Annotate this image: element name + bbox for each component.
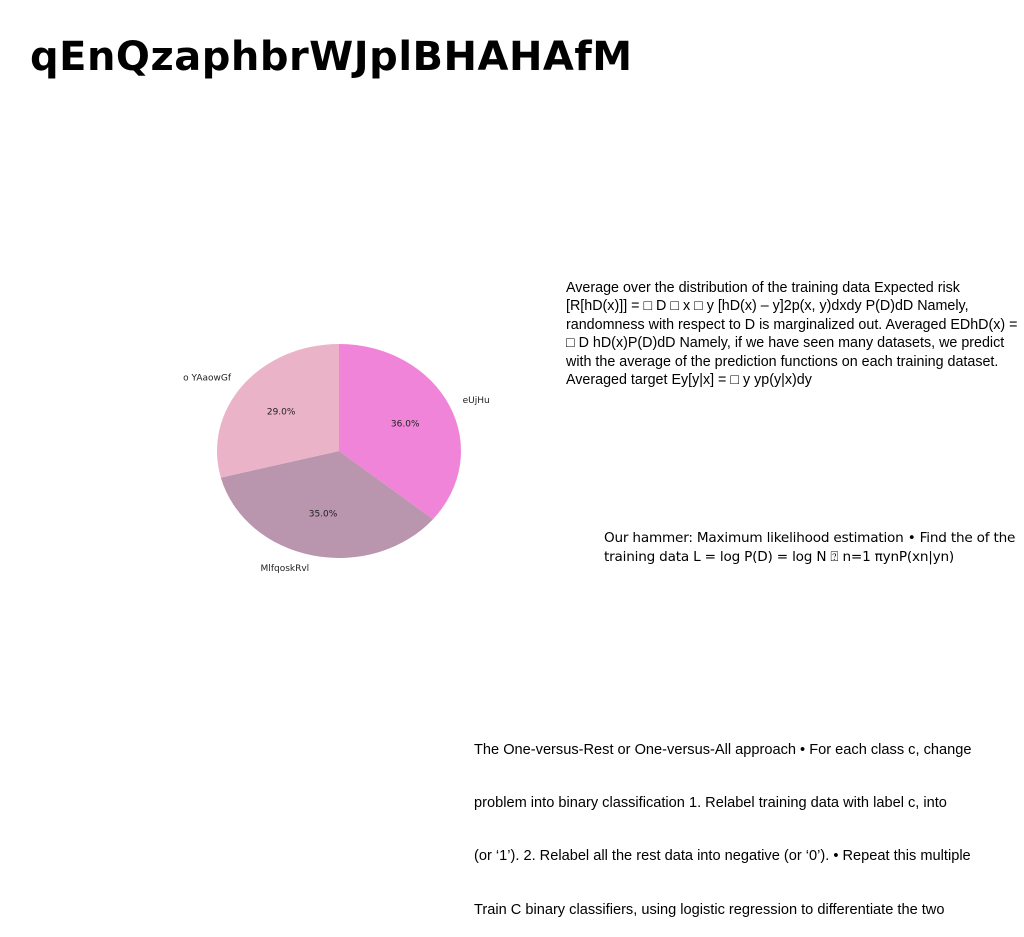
slice-percent-label: 35.0%: [309, 510, 338, 520]
maximum-likelihood-text: Our hammer: Maximum likelihood estimatio…: [604, 530, 1016, 565]
slice-percent-label: 36.0%: [391, 420, 420, 430]
pie-chart: 36.0% eUjHu 35.0% MlfqoskRvl 29.0% o YAaowGf: [183, 344, 490, 574]
one-versus-rest-text: The One-versus-Rest or One-versus-All ap…: [474, 706, 1022, 937]
text-line: (or ‘1’). 2. Relabel all the rest data i…: [474, 848, 971, 865]
text-line: The One-versus-Rest or One-versus-All ap…: [474, 741, 972, 758]
slice-category-label: eUjHu: [463, 396, 490, 406]
pie-slice: [220, 451, 434, 558]
slice-category-label: MlfqoskRvl: [261, 564, 310, 574]
slice-percent-label: 29.0%: [267, 408, 296, 418]
pie-slice: [217, 344, 339, 478]
text-line: problem into binary classification 1. Re…: [474, 794, 947, 811]
pie-slice: [339, 344, 461, 520]
slice-category-label: o YAaowGf: [183, 374, 232, 384]
text-line: Train C binary classifiers, using logist…: [474, 901, 945, 918]
slide-title: qEnQzaphbrWJplBHAHAfM: [30, 34, 633, 80]
expected-risk-text: Average over the distribution of the tra…: [566, 280, 1018, 389]
